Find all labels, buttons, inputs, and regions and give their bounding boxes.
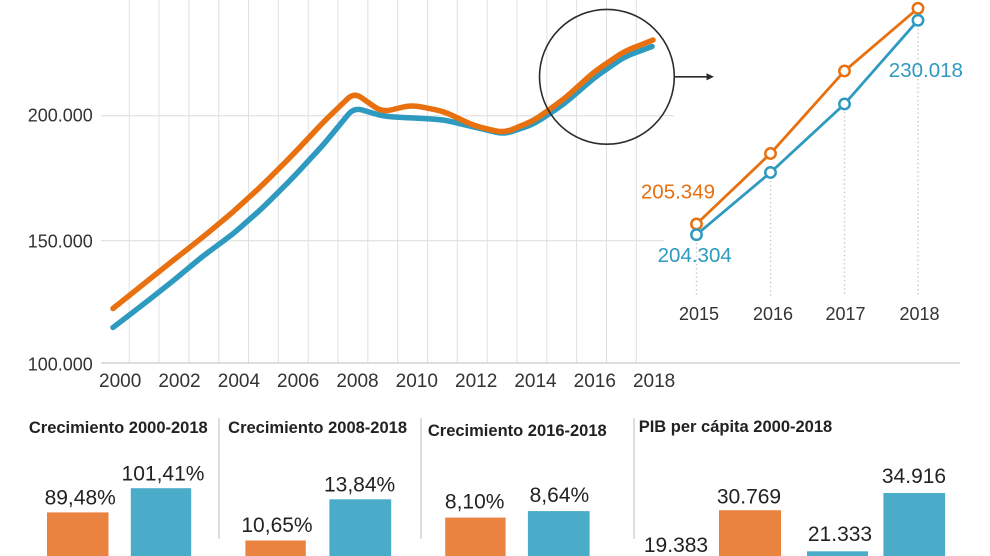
svg-text:101,41%: 101,41% <box>122 462 205 485</box>
svg-text:2017: 2017 <box>825 304 865 324</box>
svg-text:2004: 2004 <box>218 371 261 392</box>
svg-text:30.769: 30.769 <box>717 485 781 508</box>
svg-text:2016: 2016 <box>753 304 793 324</box>
svg-text:Crecimiento 2000-2018: Crecimiento 2000-2018 <box>29 419 208 437</box>
svg-text:34.916: 34.916 <box>882 465 946 488</box>
svg-text:2018: 2018 <box>899 304 939 324</box>
svg-text:2015: 2015 <box>679 304 719 324</box>
svg-text:100.000: 100.000 <box>28 355 93 375</box>
svg-text:PIB per cápita 2000-2018: PIB per cápita 2000-2018 <box>639 418 833 436</box>
svg-text:Crecimiento 2016-2018: Crecimiento 2016-2018 <box>428 422 607 440</box>
svg-text:13,84%: 13,84% <box>324 473 395 496</box>
svg-text:8,10%: 8,10% <box>445 490 505 513</box>
svg-text:2016: 2016 <box>574 371 616 392</box>
svg-text:8,64%: 8,64% <box>530 484 590 507</box>
svg-text:150.000: 150.000 <box>28 232 93 252</box>
svg-text:2000: 2000 <box>99 371 141 392</box>
svg-text:2008: 2008 <box>336 371 378 392</box>
svg-text:19.383: 19.383 <box>644 534 708 556</box>
svg-text:205.349: 205.349 <box>641 181 715 204</box>
svg-text:2012: 2012 <box>455 371 497 392</box>
svg-text:2018: 2018 <box>633 371 675 392</box>
svg-text:21.333: 21.333 <box>808 523 872 546</box>
svg-text:10,65%: 10,65% <box>241 514 312 537</box>
svg-text:200.000: 200.000 <box>28 106 93 126</box>
svg-text:Crecimiento 2008-2018: Crecimiento 2008-2018 <box>228 419 407 437</box>
svg-text:204.304: 204.304 <box>658 244 732 267</box>
svg-text:2002: 2002 <box>158 371 200 392</box>
svg-text:230.018: 230.018 <box>889 59 963 82</box>
svg-text:2006: 2006 <box>277 371 319 392</box>
svg-text:89,48%: 89,48% <box>45 487 116 510</box>
svg-text:2014: 2014 <box>514 371 557 392</box>
svg-text:2010: 2010 <box>396 371 438 392</box>
